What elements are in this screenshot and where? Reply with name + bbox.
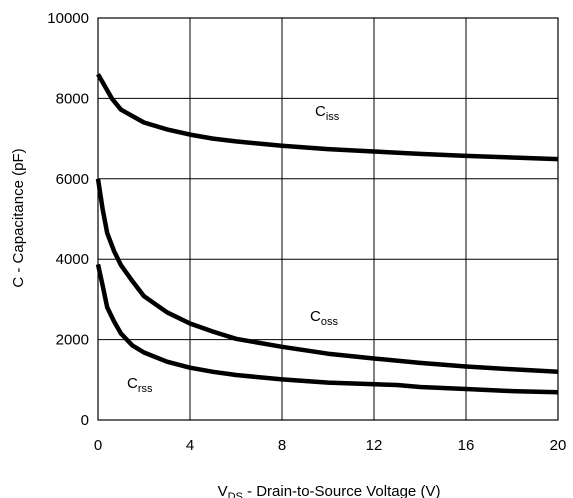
y-tick-label: 2000 xyxy=(56,332,89,349)
x-tick-label: 20 xyxy=(550,437,567,454)
series-label-background xyxy=(304,305,345,331)
x-tick-label: 4 xyxy=(186,437,194,454)
x-tick-label: 12 xyxy=(366,437,383,454)
series-line-crss xyxy=(95,263,559,395)
y-tick-label: 8000 xyxy=(56,90,89,107)
y-tick-label: 10000 xyxy=(47,10,89,27)
y-tick-labels: 0 2000 4000 6000 8000 10000 xyxy=(47,10,89,429)
series-line-ciss xyxy=(96,73,559,162)
y-tick-label: 4000 xyxy=(56,251,89,268)
x-tick-labels: 0 4 8 12 16 20 xyxy=(94,437,567,454)
y-tick-label: 0 xyxy=(81,412,89,429)
series-label-background xyxy=(309,100,346,126)
series-line-coss xyxy=(95,178,559,375)
plot-frame xyxy=(97,17,559,421)
y-axis-label: C - Capacitance (pF) xyxy=(10,148,27,287)
y-tick-label: 6000 xyxy=(56,171,89,188)
x-tick-label: 0 xyxy=(94,437,102,454)
series-lines xyxy=(95,73,559,395)
x-tick-label: 16 xyxy=(458,437,475,454)
series-label-crss: Crss xyxy=(127,375,153,395)
series-label-ciss: Ciss xyxy=(315,103,340,123)
x-axis-label: VDS - Drain-to-Source Voltage (V) xyxy=(218,483,441,498)
series-label-background xyxy=(121,372,160,398)
series-label-backgrounds xyxy=(121,100,346,398)
series-label-coss: Coss xyxy=(310,308,338,328)
x-tick-label: 8 xyxy=(278,437,286,454)
